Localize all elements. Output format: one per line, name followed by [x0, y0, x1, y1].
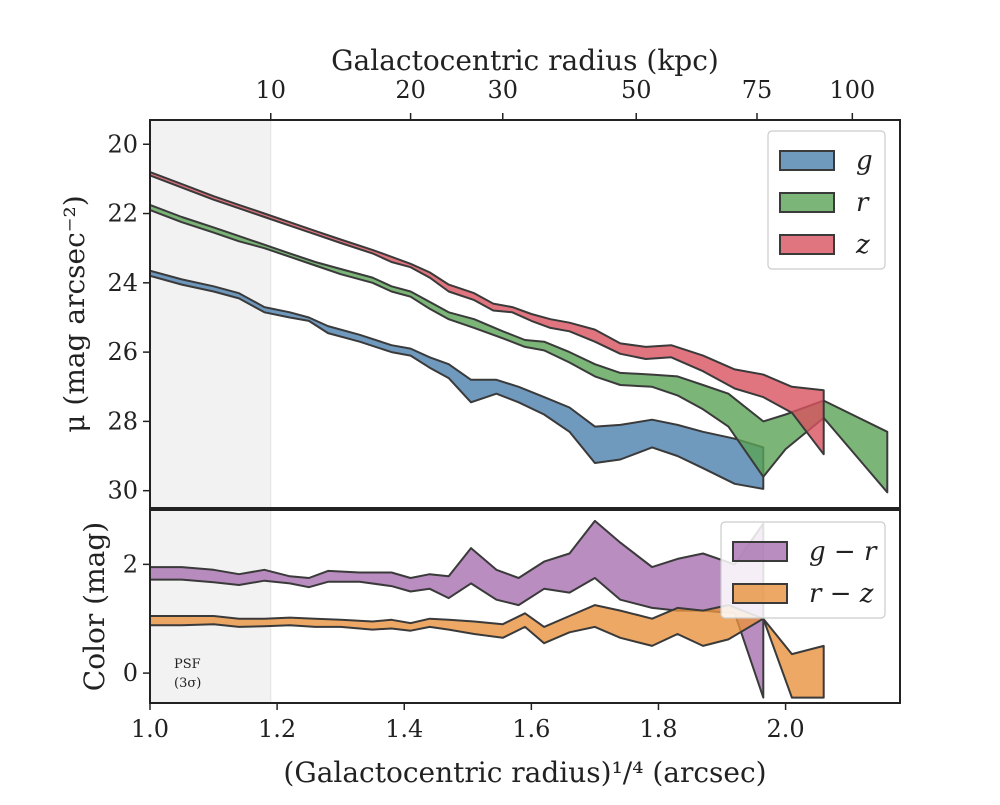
color-band-0: [150, 519, 765, 699]
color-legend-label-1: r − z: [809, 579, 874, 609]
sb-band-0: [150, 269, 765, 490]
color-legend-swatch-1: [732, 583, 788, 604]
color-legend-label-0: g − r: [809, 537, 878, 567]
psf-region-bottom: [150, 510, 271, 703]
color-legend-swatch-0: [732, 541, 788, 562]
psf-region-top: [150, 120, 271, 508]
sb-legend-swatch-0: [779, 150, 835, 171]
color-ytick-label-0: 0: [123, 659, 138, 687]
kpc-tick-label-0: 10: [255, 76, 286, 104]
xtick-label-4: 1.8: [639, 715, 677, 743]
xtick-label-0: 1.0: [131, 715, 169, 743]
top-panel-frame: [149, 119, 901, 509]
sb-legend-swatch-1: [779, 192, 835, 213]
color-ytick-label-1: 2: [123, 550, 138, 578]
xtick-label-2: 1.4: [385, 715, 423, 743]
psf-label: PSF: [174, 657, 201, 672]
sb-ytick-label-1: 22: [107, 200, 138, 228]
sb-ytick-label-0: 20: [107, 130, 138, 158]
color-band-1: [150, 604, 825, 699]
sb-legend-label-1: r: [856, 188, 870, 218]
sb-legend-label-0: g: [856, 146, 873, 176]
xtick-label-1: 1.2: [258, 715, 296, 743]
kpc-tick-label-1: 20: [395, 76, 426, 104]
bottom-xaxis-title: (Galactocentric radius)¹/⁴ (arcsec): [283, 756, 766, 789]
kpc-tick-label-3: 50: [621, 76, 652, 104]
color-yaxis-title: Color (mag): [78, 522, 111, 691]
bottom-panel-frame: [149, 509, 901, 704]
sb-ytick-label-4: 28: [107, 407, 138, 435]
psf-sigma-label: (3σ): [174, 676, 201, 691]
kpc-tick-label-2: 30: [487, 76, 518, 104]
sb-ytick-label-5: 30: [107, 477, 138, 505]
sb-band-2: [150, 171, 825, 456]
sb-band-1: [150, 203, 889, 494]
sb-legend-label-2: z: [855, 230, 870, 260]
xtick-label-3: 1.6: [512, 715, 550, 743]
xtick-label-5: 2.0: [767, 715, 805, 743]
sb-ytick-label-2: 24: [107, 269, 138, 297]
sb-legend-swatch-2: [779, 234, 835, 255]
top-xaxis-title: Galactocentric radius (kpc): [331, 44, 719, 77]
sb-yaxis-title: μ (mag arcsec⁻²): [58, 195, 91, 432]
sb-ytick-label-3: 26: [107, 338, 138, 366]
kpc-tick-label-5: 100: [829, 76, 875, 104]
kpc-tick-label-4: 75: [742, 76, 773, 104]
